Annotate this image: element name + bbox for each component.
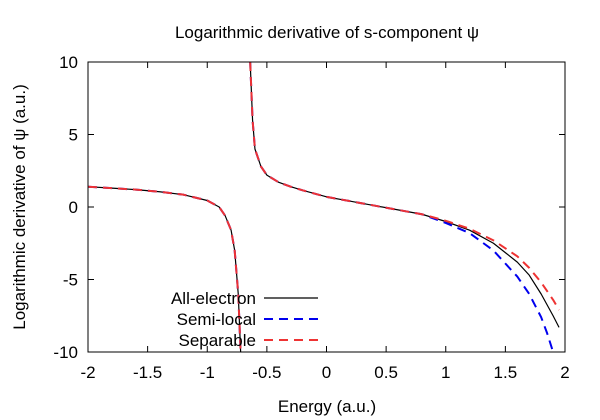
plot-area: -2 -1.5 -1 -0.5 0 0.5 1 1.5 2 -10 -5 0 5 10 All-electr… xyxy=(53,53,569,382)
series-line-separable-1 xyxy=(249,62,560,311)
legend-label-separable: Separable xyxy=(178,331,256,350)
chart-title: Logarithmic derivative of s-component ψ xyxy=(175,23,479,42)
legend-label-all-electron: All-electron xyxy=(171,289,256,308)
y-tick-label: 5 xyxy=(69,126,78,145)
y-tick-label: 0 xyxy=(69,198,78,217)
x-tick-label: 1 xyxy=(441,363,450,382)
y-axis-label: Logarithmic derivative of ψ (a.u.) xyxy=(10,84,29,330)
y-tick-label: -5 xyxy=(63,271,78,290)
series-line-separable-0 xyxy=(88,185,242,352)
x-tick-label: 0 xyxy=(322,363,331,382)
x-tick-label: 2 xyxy=(560,363,569,382)
x-tick-label: -1.5 xyxy=(133,363,162,382)
series-line-semi-local-1 xyxy=(249,62,555,352)
y-tick-label: 10 xyxy=(59,53,78,72)
plot-frame xyxy=(87,61,566,353)
legend-label-semi-local: Semi-local xyxy=(177,310,256,329)
x-tick-label: 0.5 xyxy=(374,363,398,382)
x-tick-label: -2 xyxy=(80,363,95,382)
x-tick-label: -0.5 xyxy=(252,363,281,382)
series-line-all-electron-1 xyxy=(249,62,560,328)
y-tick-label: -10 xyxy=(53,343,78,362)
x-tick-label: -1 xyxy=(200,363,215,382)
x-axis-label: Energy (a.u.) xyxy=(278,397,376,416)
x-tick-label: 1.5 xyxy=(494,363,518,382)
